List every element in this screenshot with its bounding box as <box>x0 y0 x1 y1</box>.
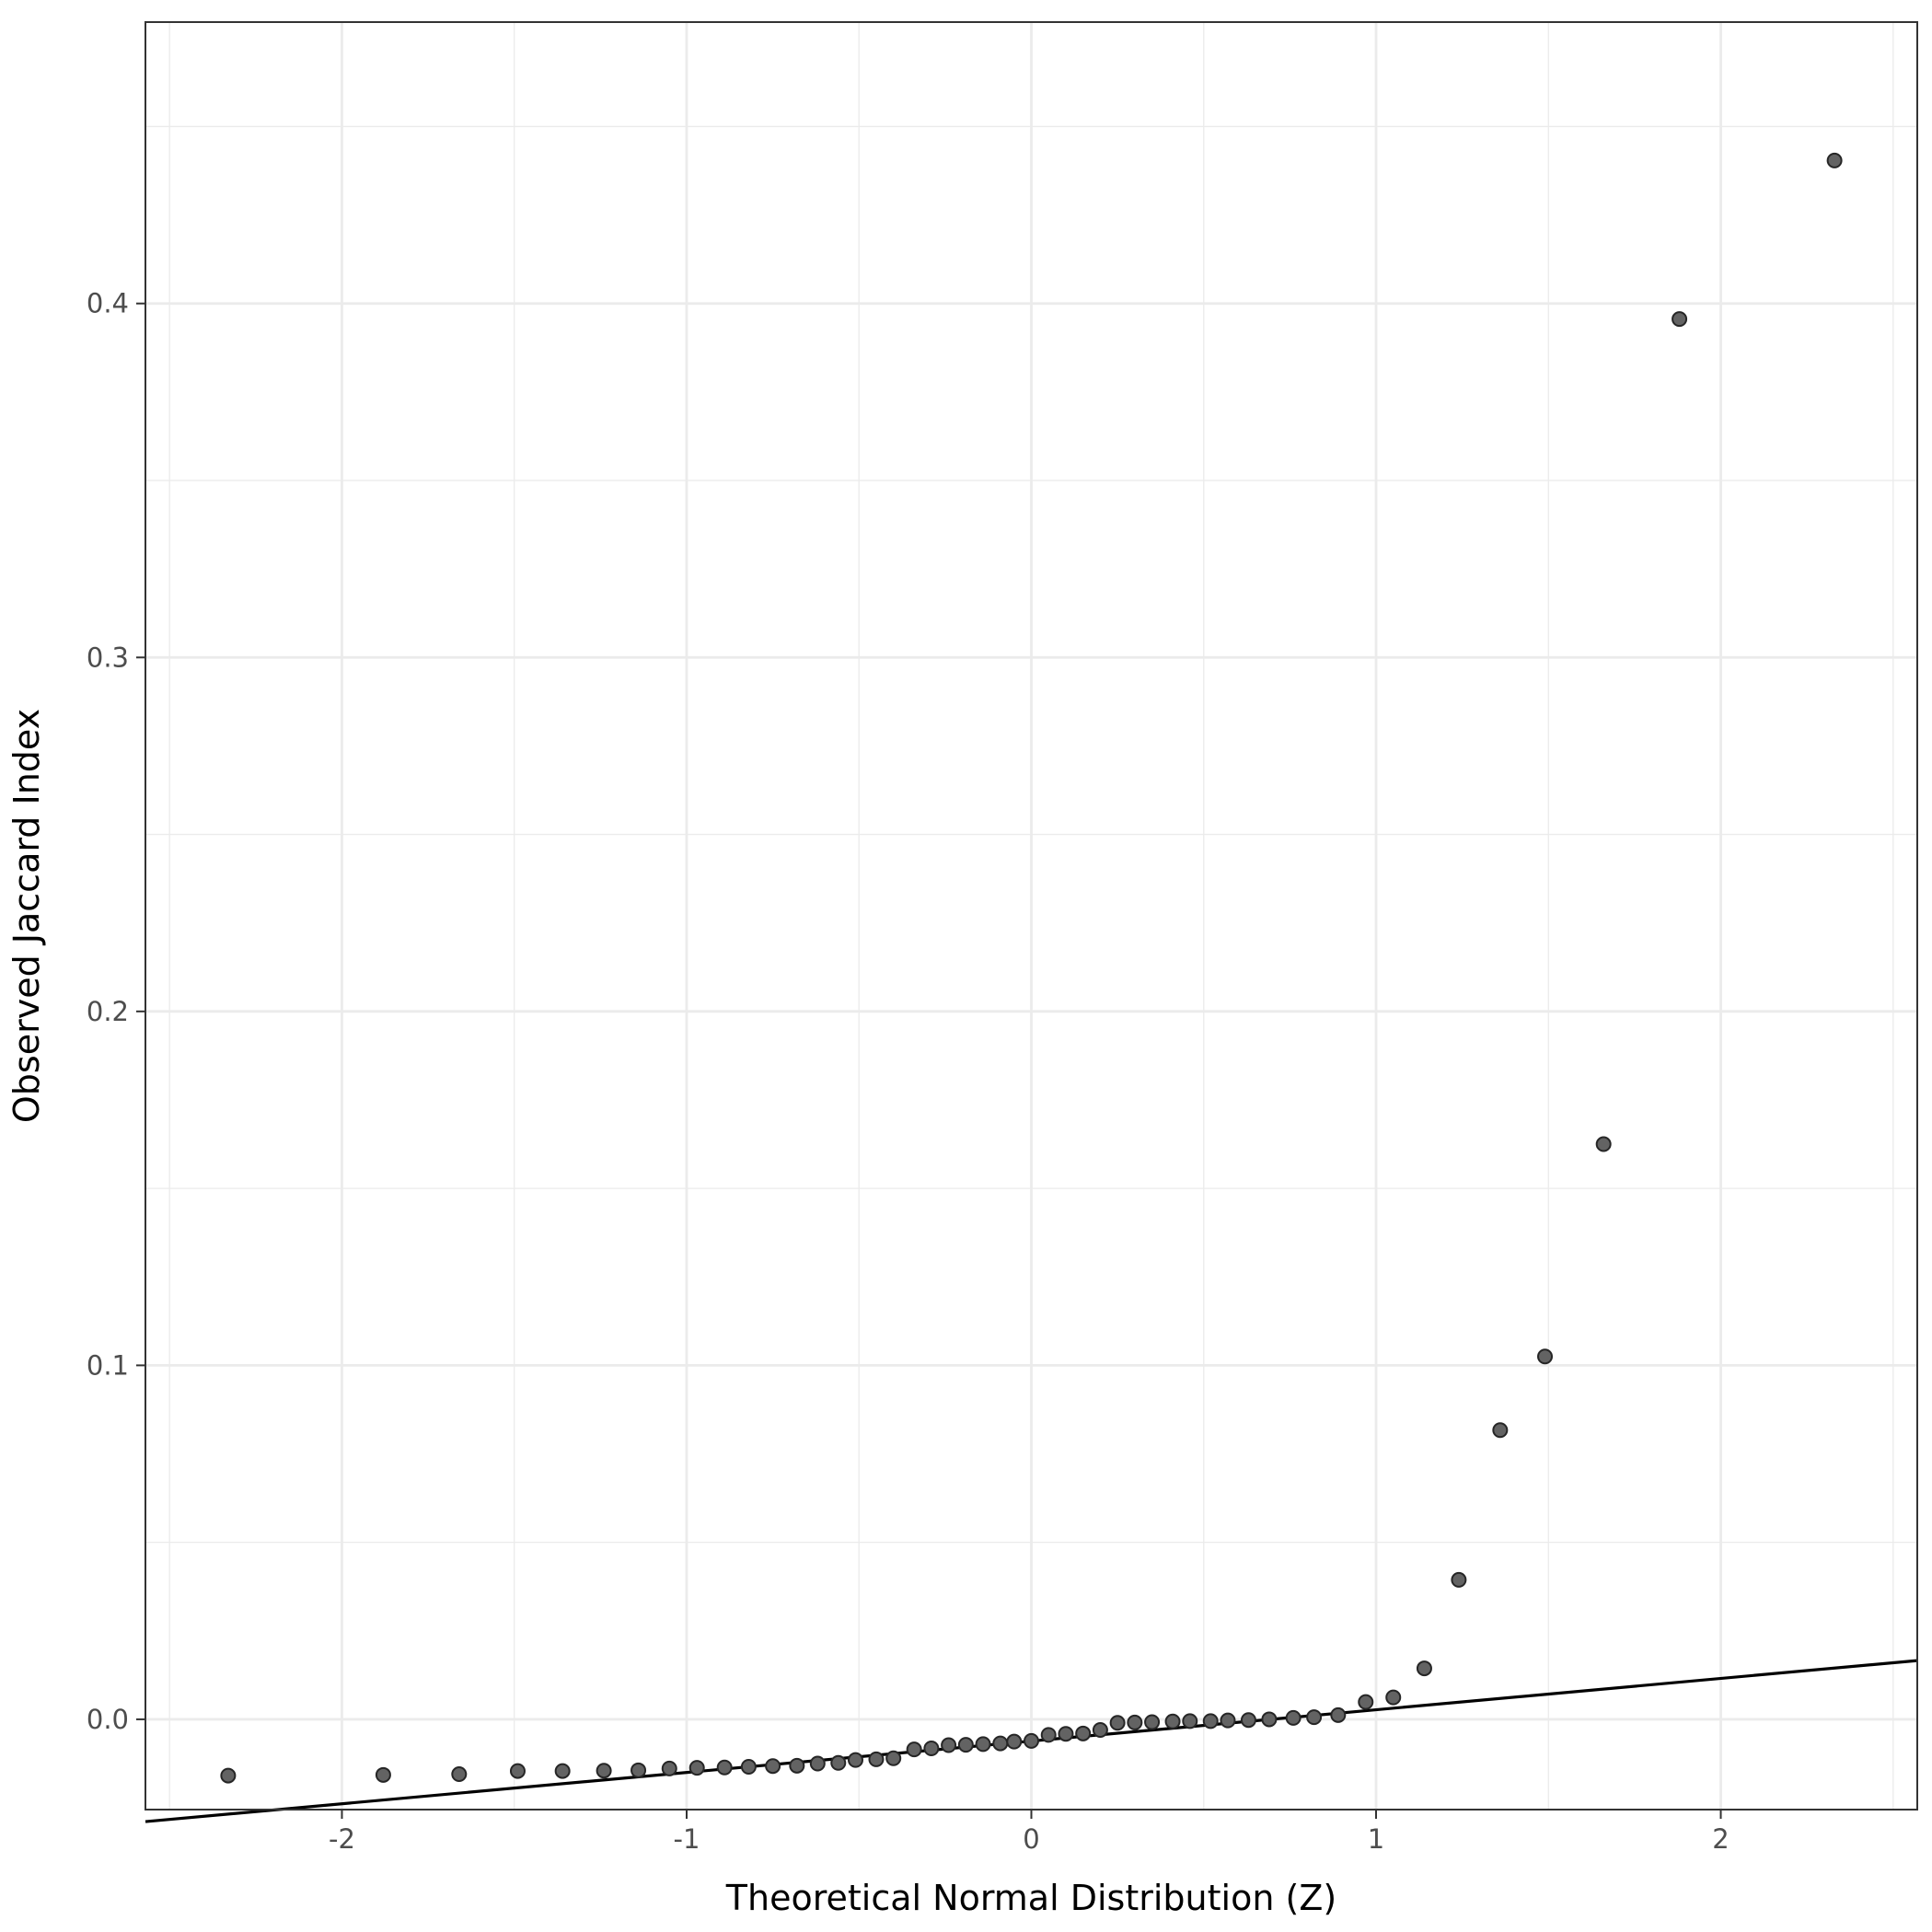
data-point <box>868 1751 885 1767</box>
data-point <box>1261 1711 1278 1728</box>
data-point <box>1285 1709 1301 1726</box>
data-point <box>1826 152 1843 168</box>
data-point <box>1006 1733 1023 1750</box>
data-point <box>809 1755 826 1772</box>
data-point <box>1537 1348 1554 1365</box>
data-point <box>509 1763 526 1779</box>
data-point <box>1358 1694 1374 1710</box>
data-point <box>1330 1706 1347 1723</box>
data-point <box>1672 311 1688 328</box>
data-point <box>554 1763 571 1779</box>
data-point <box>830 1754 847 1771</box>
y-tick-label: 0.2 <box>87 996 129 1027</box>
data-point <box>923 1740 940 1756</box>
data-point <box>1024 1732 1039 1749</box>
y-tick-label: 0.0 <box>87 1704 129 1735</box>
data-point <box>941 1737 957 1753</box>
data-point <box>1202 1713 1219 1730</box>
data-point <box>661 1760 677 1776</box>
data-point <box>1451 1571 1467 1588</box>
data-point <box>1127 1714 1143 1730</box>
x-tick-label: 1 <box>1368 1823 1384 1855</box>
data-point <box>1306 1709 1323 1726</box>
y-tick-label: 0.3 <box>87 642 129 673</box>
data-point <box>1182 1713 1198 1730</box>
data-point <box>765 1758 781 1775</box>
data-point <box>1040 1727 1057 1743</box>
x-tick-label: 2 <box>1712 1823 1729 1855</box>
data-point <box>1220 1712 1236 1729</box>
data-point <box>1144 1714 1161 1730</box>
data-point <box>975 1736 991 1753</box>
data-point <box>789 1757 805 1774</box>
data-point <box>992 1735 1009 1752</box>
data-point <box>688 1760 705 1776</box>
y-tick-label: 0.1 <box>87 1349 129 1381</box>
data-point <box>716 1759 733 1776</box>
data-point <box>740 1758 757 1775</box>
data-point <box>220 1767 237 1784</box>
data-point <box>847 1752 863 1768</box>
y-axis-title: Observed Jaccard Index <box>6 709 47 1123</box>
x-tick-label: 0 <box>1023 1823 1039 1855</box>
x-tick-label: -1 <box>674 1823 700 1855</box>
data-points <box>220 152 1843 1784</box>
data-point <box>1492 1422 1509 1439</box>
data-point <box>906 1741 922 1758</box>
data-point <box>1385 1689 1402 1706</box>
y-tick-label: 0.4 <box>87 288 129 319</box>
y-axis-ticks: 0.0 0.1 0.2 0.3 0.4 <box>87 288 145 1735</box>
x-axis-title: Theoretical Normal Distribution (Z) <box>725 1878 1336 1918</box>
data-point <box>375 1766 391 1783</box>
data-point <box>1595 1136 1612 1152</box>
data-point <box>1109 1715 1126 1731</box>
data-point <box>631 1762 647 1778</box>
data-point <box>1092 1721 1108 1738</box>
data-point <box>885 1750 902 1766</box>
data-point <box>1164 1713 1181 1730</box>
data-point <box>451 1766 468 1783</box>
data-point <box>1416 1660 1432 1677</box>
data-point <box>596 1763 612 1779</box>
x-tick-label: -2 <box>329 1823 355 1855</box>
major-gridlines <box>145 22 1917 1810</box>
x-axis-ticks: -2 -1 0 1 2 <box>329 1810 1730 1855</box>
data-point <box>1075 1725 1092 1741</box>
data-point <box>1058 1726 1074 1742</box>
data-point <box>1240 1712 1256 1729</box>
data-point <box>957 1737 974 1753</box>
